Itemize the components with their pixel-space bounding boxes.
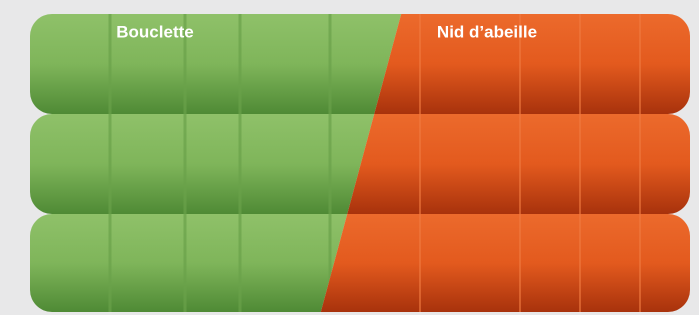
towel-image: Bouclette Nid d’abeille bbox=[0, 0, 699, 315]
left-label: Bouclette bbox=[116, 22, 193, 41]
right-label: Nid d’abeille bbox=[437, 22, 537, 41]
page: {"labels": {"left": "Bouclette", "right"… bbox=[0, 0, 699, 315]
